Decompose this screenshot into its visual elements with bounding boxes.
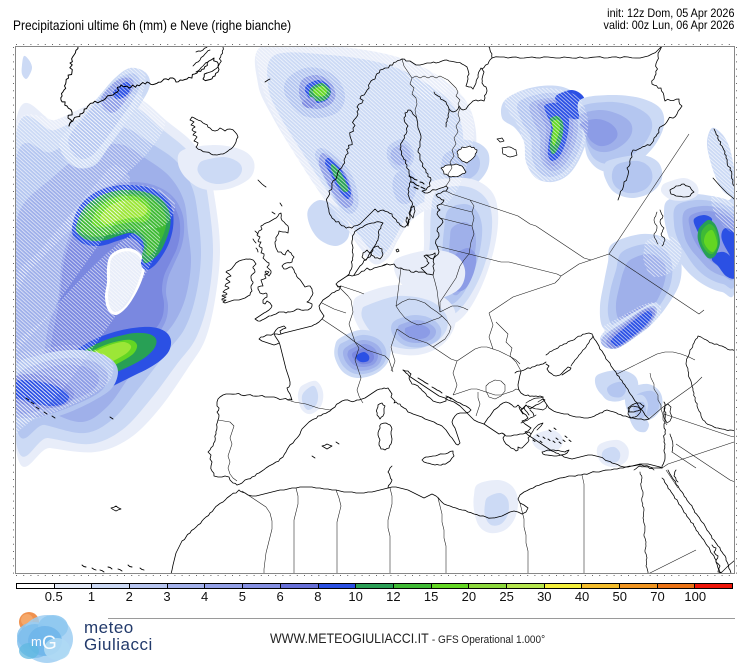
svg-text:G: G (42, 633, 57, 654)
svg-text:m: m (31, 634, 42, 649)
